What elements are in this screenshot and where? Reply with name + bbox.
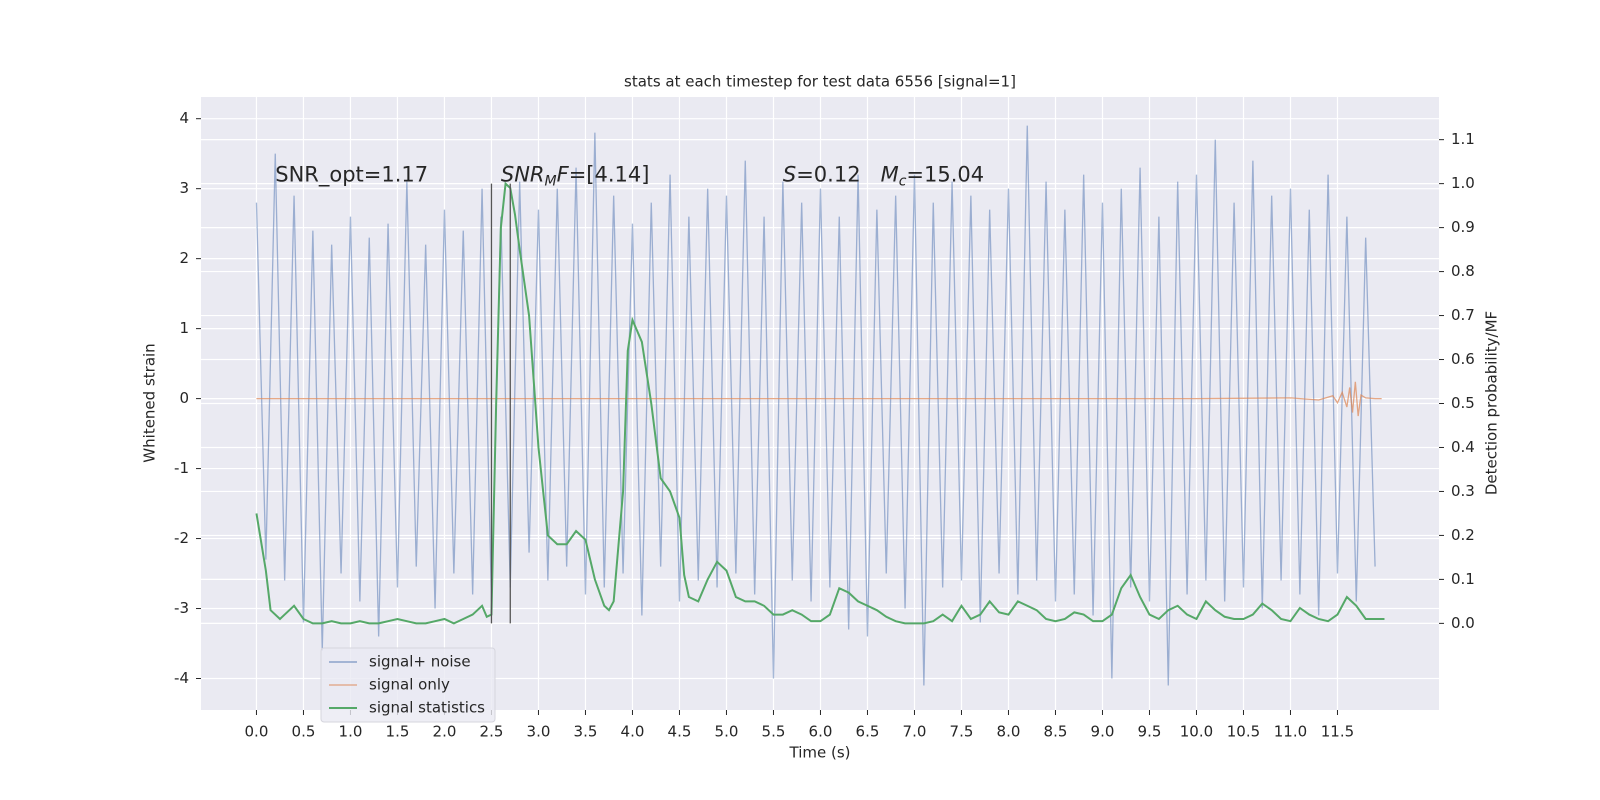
x-tick-label: 4.0 xyxy=(621,723,645,741)
y-tick-label: 0 xyxy=(179,389,189,407)
y-axis-title: Whitened strain xyxy=(141,343,159,462)
y-tick-label: 4 xyxy=(179,109,189,127)
legend-box xyxy=(320,647,496,723)
annotation-part: SNR_opt=1.17 xyxy=(275,162,428,187)
x-tick-label: 5.0 xyxy=(715,723,739,741)
annotation-part: M xyxy=(881,162,899,186)
y2-tick-label: 0.1 xyxy=(1451,570,1475,588)
x-tick-label: 6.0 xyxy=(809,723,833,741)
series-line xyxy=(256,381,1382,417)
x-axis-title: Time (s) xyxy=(789,744,851,762)
y-tick-label: 2 xyxy=(179,249,189,267)
x-tick-label: 11.0 xyxy=(1274,723,1307,741)
annotation-part: F xyxy=(557,162,570,186)
y2-tick-label: 1.1 xyxy=(1451,130,1475,148)
annotation: SNRMF=[4.14] xyxy=(501,162,650,189)
series-line xyxy=(255,125,1376,686)
y2-tick-label: 0.9 xyxy=(1451,218,1475,236)
y-tick-label: -4 xyxy=(174,669,189,687)
y2-tick-label: 0.7 xyxy=(1451,306,1475,324)
y2-tick-label: 0.4 xyxy=(1451,438,1475,456)
x-tick-label: 3.0 xyxy=(527,723,551,741)
legend-label: signal statistics xyxy=(369,699,485,717)
x-tick-label: 7.5 xyxy=(950,723,974,741)
x-tick-label: 8.0 xyxy=(997,723,1021,741)
x-tick-label: 1.0 xyxy=(339,723,363,741)
x-tick-label: 7.0 xyxy=(903,723,927,741)
x-tick-label: 10.5 xyxy=(1227,723,1260,741)
y-tick-label: -2 xyxy=(174,529,189,547)
x-tick-label: 2.5 xyxy=(480,723,504,741)
series-line xyxy=(255,181,1385,625)
y2-tick-label: 0.6 xyxy=(1451,350,1475,368)
x-tick-label: 6.5 xyxy=(856,723,880,741)
x-tick-label: 10.0 xyxy=(1180,723,1213,741)
x-tick-label: 8.5 xyxy=(1044,723,1068,741)
y2-tick-label: 0.3 xyxy=(1451,482,1475,500)
y-tick-label: 3 xyxy=(179,179,189,197)
annotation-part: SNR xyxy=(501,162,545,186)
annotation-part: M xyxy=(545,173,557,189)
chart-title: stats at each timestep for test data 655… xyxy=(624,73,1016,91)
x-tick-label: 4.5 xyxy=(668,723,692,741)
y2-tick-label: 0.8 xyxy=(1451,262,1475,280)
y-tick-label: -3 xyxy=(174,599,189,617)
y2-tick-label: 0.2 xyxy=(1451,526,1475,544)
y2-tick-label: 0.0 xyxy=(1451,614,1475,632)
x-tick-label: 1.5 xyxy=(386,723,410,741)
y2-tick-label: 0.5 xyxy=(1451,394,1475,412)
annotation-part: =[4.14] xyxy=(569,162,650,186)
annotation: SNR_opt=1.17 xyxy=(275,162,428,187)
x-tick-label: 9.0 xyxy=(1091,723,1115,741)
x-tick-label: 5.5 xyxy=(762,723,786,741)
annotation-part: S xyxy=(783,162,796,186)
annotation-part: =15.04 xyxy=(906,162,984,186)
legend-label: signal+ noise xyxy=(369,653,471,671)
y-tick-label: 1 xyxy=(179,319,189,337)
x-tick-label: 0.5 xyxy=(292,723,316,741)
x-tick-label: 0.0 xyxy=(245,723,269,741)
x-tick-label: 9.5 xyxy=(1138,723,1162,741)
y2-tick-label: 1.0 xyxy=(1451,174,1475,192)
legend-label: signal only xyxy=(369,676,450,694)
y2-axis-title: Detection probability/MF xyxy=(1483,311,1501,495)
x-tick-label: 11.5 xyxy=(1321,723,1354,741)
annotation-part: c xyxy=(899,173,907,189)
annotation-part: =0.12 xyxy=(796,162,880,186)
y-tick-label: -1 xyxy=(174,459,189,477)
annotation: S=0.12 Mc=15.04 xyxy=(783,162,984,189)
x-tick-label: 3.5 xyxy=(574,723,598,741)
x-tick-label: 2.0 xyxy=(433,723,457,741)
